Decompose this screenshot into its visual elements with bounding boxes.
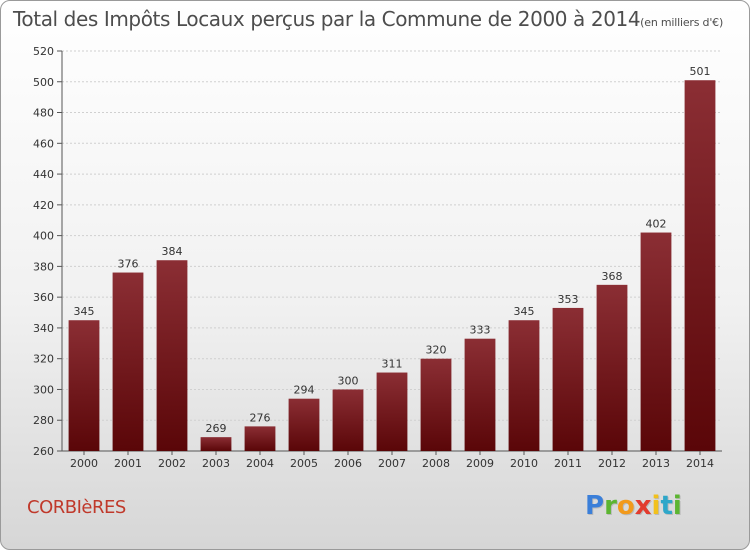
y-tick-label: 260: [33, 445, 54, 458]
logo-letter: x: [634, 491, 652, 521]
logo-letter: o: [616, 491, 635, 521]
data-label: 345: [74, 305, 95, 318]
x-tick-label: 2009: [466, 457, 494, 470]
y-tick-label: 280: [33, 414, 54, 427]
y-tick-label: 440: [33, 168, 54, 181]
x-tick-label: 2012: [598, 457, 626, 470]
data-label: 320: [426, 344, 447, 357]
bar: [156, 260, 188, 451]
y-tick-label: 320: [33, 353, 54, 366]
chart-title: Total des Impôts Locaux perçus par la Co…: [13, 7, 641, 31]
chart-subtitle: (en milliers d'€): [640, 16, 724, 29]
x-tick-label: 2005: [290, 457, 318, 470]
data-label: 345: [514, 305, 535, 318]
data-label: 276: [250, 411, 271, 424]
bar: [288, 398, 320, 451]
y-tick-label: 360: [33, 291, 54, 304]
x-tick-label: 2002: [158, 457, 186, 470]
bar: [244, 426, 276, 451]
bar: [200, 437, 232, 451]
x-tick-label: 2003: [202, 457, 230, 470]
y-tick-label: 500: [33, 76, 54, 89]
y-tick-label: 520: [33, 45, 54, 58]
proxiti-logo: Proxiti: [585, 491, 682, 521]
labels: 260 280 300 320 340 360 380 400 420 440 460 480 500 5…: [33, 45, 714, 470]
bar: [420, 358, 452, 451]
data-label: 333: [470, 324, 491, 337]
data-label: 300: [338, 374, 359, 387]
data-label: 311: [382, 358, 403, 371]
bars: [68, 80, 716, 451]
bar: [68, 320, 100, 451]
y-tick-label: 460: [33, 137, 54, 150]
y-tick-label: 380: [33, 260, 54, 273]
x-tick-label: 2014: [686, 457, 714, 470]
data-label: 368: [602, 270, 623, 283]
bar: [464, 338, 496, 451]
x-tick-label: 2007: [378, 457, 406, 470]
data-label: 353: [558, 293, 579, 306]
bar: [332, 389, 364, 451]
bar: [684, 80, 716, 451]
x-tick-label: 2001: [114, 457, 142, 470]
x-tick-label: 2011: [554, 457, 582, 470]
x-tick-label: 2008: [422, 457, 450, 470]
logo-letter: t: [660, 491, 673, 521]
y-tick-label: 400: [33, 230, 54, 243]
bar: [112, 272, 144, 451]
bar: [552, 307, 584, 451]
x-tick-label: 2000: [70, 457, 98, 470]
bar: [640, 232, 672, 451]
x-tick-label: 2004: [246, 457, 274, 470]
logo-letter: i: [651, 491, 661, 521]
y-tick-label: 340: [33, 322, 54, 335]
commune-name: CORBIèRES: [27, 497, 126, 518]
x-tick-label: 2006: [334, 457, 362, 470]
data-label: 501: [690, 65, 711, 78]
y-tick-label: 420: [33, 199, 54, 212]
x-tick-label: 2010: [510, 457, 538, 470]
data-label: 384: [162, 245, 183, 258]
data-label: 294: [294, 384, 315, 397]
bar: [508, 320, 540, 451]
chart-title-block: Total des Impôts Locaux perçus par la Co…: [13, 7, 723, 31]
logo-letter: P: [585, 491, 605, 521]
logo-letter: i: [672, 491, 682, 521]
data-label: 269: [206, 422, 227, 435]
y-tick-label: 480: [33, 107, 54, 120]
bar: [376, 372, 408, 451]
x-tick-label: 2013: [642, 457, 670, 470]
data-label: 402: [646, 218, 667, 231]
data-label: 376: [118, 258, 139, 271]
logo-letter: r: [604, 491, 617, 521]
y-tick-label: 300: [33, 383, 54, 396]
bar: [596, 284, 628, 451]
